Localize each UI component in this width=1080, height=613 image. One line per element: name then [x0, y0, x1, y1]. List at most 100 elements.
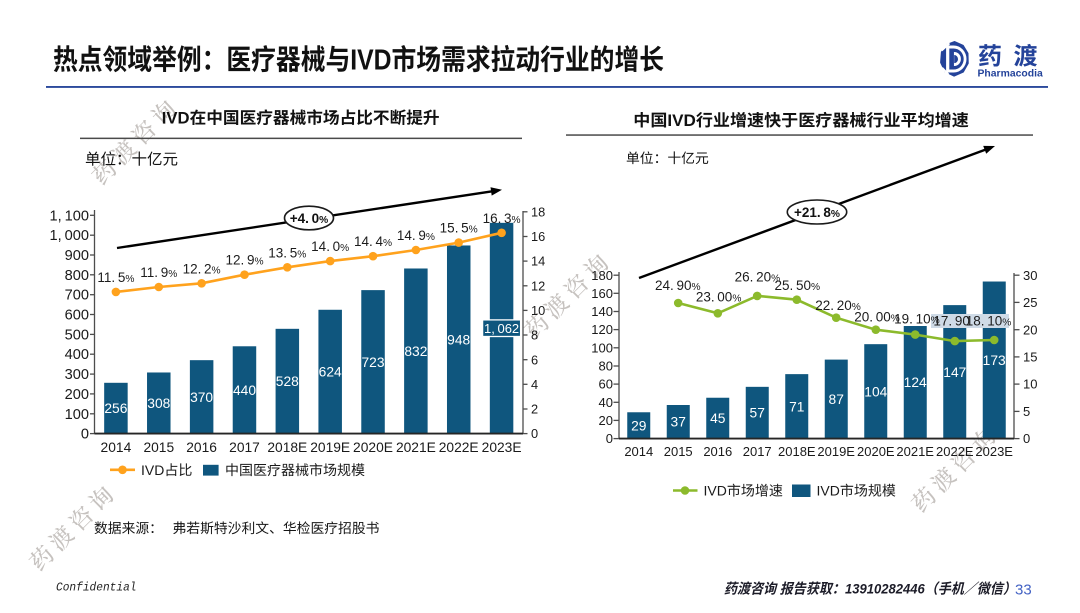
- svg-text:23. 00%: 23. 00%: [696, 290, 742, 305]
- svg-text:16: 16: [531, 229, 545, 244]
- svg-text:370: 370: [190, 390, 213, 405]
- svg-text:400: 400: [65, 347, 89, 363]
- svg-text:900: 900: [65, 248, 89, 264]
- svg-text:120: 120: [591, 322, 613, 337]
- svg-text:600: 600: [65, 308, 89, 324]
- svg-text:2014: 2014: [101, 440, 132, 455]
- svg-text:10: 10: [531, 303, 545, 318]
- svg-text:12. 9%: 12. 9%: [225, 253, 263, 268]
- svg-text:中国IVD行业增速快于医疗器械行业平均增速: 中国IVD行业增速快于医疗器械行业平均增速: [633, 111, 969, 130]
- svg-text:2016: 2016: [703, 444, 732, 459]
- svg-text:5: 5: [1023, 404, 1030, 419]
- svg-text:60: 60: [599, 377, 613, 392]
- svg-text:Pharmacodia: Pharmacodia: [978, 69, 1043, 80]
- svg-text:160: 160: [591, 286, 613, 301]
- svg-text:624: 624: [319, 365, 342, 380]
- svg-text:25. 50%: 25. 50%: [775, 278, 821, 293]
- svg-text:0: 0: [1023, 431, 1030, 446]
- svg-text:33: 33: [1015, 582, 1032, 599]
- svg-text:8: 8: [531, 328, 538, 343]
- svg-text:IVD占比: IVD占比: [141, 462, 192, 478]
- svg-text:2019E: 2019E: [817, 444, 855, 459]
- svg-text:1, 062: 1, 062: [484, 321, 519, 336]
- svg-text:528: 528: [276, 374, 299, 389]
- svg-text:124: 124: [904, 375, 927, 390]
- svg-text:45: 45: [710, 411, 726, 426]
- svg-text:2017: 2017: [229, 440, 260, 455]
- svg-text:26. 20%: 26. 20%: [735, 270, 781, 285]
- svg-text:2020E: 2020E: [857, 444, 895, 459]
- svg-text:2017: 2017: [743, 444, 772, 459]
- svg-text:2021E: 2021E: [396, 440, 436, 455]
- svg-text:14: 14: [531, 254, 545, 269]
- svg-text:440: 440: [233, 383, 256, 398]
- svg-text:173: 173: [983, 353, 1006, 368]
- svg-text:2018E: 2018E: [267, 440, 307, 455]
- svg-text:12. 2%: 12. 2%: [183, 261, 221, 276]
- svg-text:数据来源：: 数据来源：: [94, 521, 163, 536]
- svg-text:15: 15: [1023, 350, 1037, 365]
- svg-text:24. 90%: 24. 90%: [655, 278, 701, 293]
- svg-text:11. 5%: 11. 5%: [97, 270, 134, 285]
- svg-text:14. 0%: 14. 0%: [311, 239, 349, 254]
- svg-text:0: 0: [531, 426, 538, 441]
- svg-text:100: 100: [591, 340, 613, 355]
- svg-text:2015: 2015: [664, 444, 693, 459]
- svg-text:4: 4: [531, 377, 538, 392]
- svg-text:热点领域举例：医疗器械与IVD市场需求拉动行业的增长: 热点领域举例：医疗器械与IVD市场需求拉动行业的增长: [53, 45, 664, 77]
- svg-text:弗若斯特沙利文、华检医疗招股书: 弗若斯特沙利文、华检医疗招股书: [173, 521, 380, 536]
- svg-text:20. 00%: 20. 00%: [854, 310, 900, 325]
- svg-text:700: 700: [65, 288, 89, 304]
- svg-text:2023E: 2023E: [482, 440, 522, 455]
- svg-text:17. 90: 17. 90: [933, 314, 970, 329]
- svg-text:37: 37: [671, 415, 686, 430]
- svg-text:308: 308: [147, 396, 170, 411]
- svg-text:180: 180: [591, 268, 613, 283]
- svg-text:15. 5%: 15. 5%: [440, 221, 478, 236]
- svg-text:87: 87: [829, 392, 844, 407]
- svg-text:2020E: 2020E: [353, 440, 393, 455]
- svg-text:256: 256: [104, 401, 127, 416]
- svg-text:800: 800: [65, 268, 89, 284]
- svg-text:29: 29: [631, 418, 647, 433]
- svg-text:30: 30: [1023, 268, 1037, 283]
- svg-text:单位：十亿元: 单位：十亿元: [626, 151, 709, 166]
- svg-text:2015: 2015: [143, 440, 174, 455]
- svg-text:药渡咨询 报告获取：13910282446（手机／微信）: 药渡咨询 报告获取：13910282446（手机／微信）: [724, 581, 1016, 598]
- svg-text:2019E: 2019E: [310, 440, 350, 455]
- svg-text:104: 104: [864, 384, 887, 399]
- svg-text:57: 57: [750, 406, 765, 421]
- svg-text:18. 10%: 18. 10%: [966, 314, 1012, 329]
- svg-text:2016: 2016: [186, 440, 217, 455]
- svg-text:1, 000: 1, 000: [50, 228, 89, 244]
- svg-text:2023E: 2023E: [975, 444, 1013, 459]
- svg-text:11. 9%: 11. 9%: [140, 265, 177, 280]
- svg-text:13. 5%: 13. 5%: [268, 245, 306, 260]
- svg-text:中国医疗器械市场规模: 中国医疗器械市场规模: [225, 462, 365, 478]
- svg-text:0: 0: [81, 427, 89, 443]
- svg-text:6: 6: [531, 352, 538, 367]
- svg-text:0: 0: [606, 431, 613, 446]
- svg-text:2022E: 2022E: [439, 440, 479, 455]
- svg-text:300: 300: [65, 367, 89, 383]
- svg-text:+4. 0%: +4. 0%: [290, 211, 328, 226]
- svg-text:12: 12: [531, 278, 545, 293]
- svg-text:2021E: 2021E: [896, 444, 934, 459]
- svg-text:500: 500: [65, 327, 89, 343]
- svg-text:IVD市场增速: IVD市场增速: [704, 483, 783, 499]
- svg-text:25: 25: [1023, 295, 1037, 310]
- svg-text:19. 10%: 19. 10%: [894, 312, 940, 327]
- svg-text:80: 80: [599, 359, 613, 374]
- svg-text:100: 100: [65, 407, 89, 423]
- svg-text:948: 948: [447, 332, 470, 347]
- svg-text:Confidential: Confidential: [56, 581, 137, 595]
- svg-text:2: 2: [531, 402, 538, 417]
- svg-text:16. 3%: 16. 3%: [483, 211, 521, 226]
- svg-text:2018E: 2018E: [778, 444, 816, 459]
- svg-text:10: 10: [1023, 377, 1037, 392]
- svg-text:140: 140: [591, 304, 613, 319]
- svg-text:2022E: 2022E: [936, 444, 974, 459]
- svg-text:832: 832: [404, 344, 427, 359]
- svg-text:14. 4%: 14. 4%: [354, 234, 392, 249]
- svg-text:40: 40: [599, 395, 613, 410]
